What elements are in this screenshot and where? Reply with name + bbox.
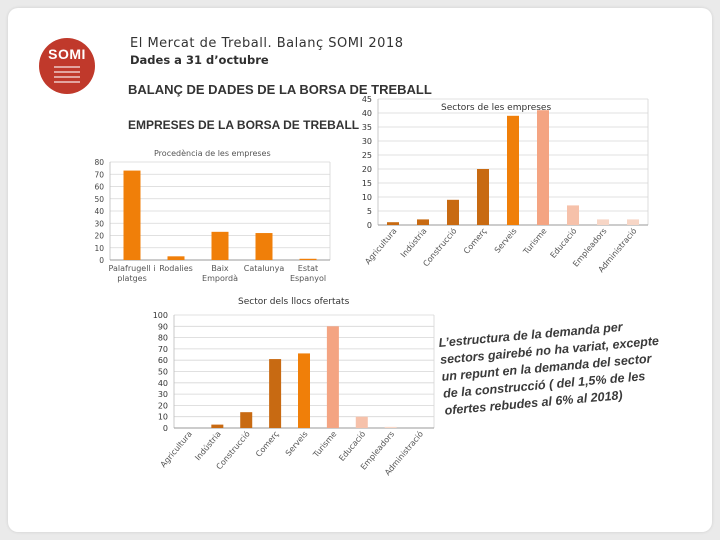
y-tick-label: 0 bbox=[163, 424, 168, 433]
chart-title: Sector dels llocs ofertats bbox=[238, 297, 350, 307]
bar bbox=[537, 110, 549, 225]
bar bbox=[384, 426, 397, 428]
bar bbox=[567, 205, 579, 225]
y-tick-label: 50 bbox=[94, 195, 104, 204]
y-tick-label: 90 bbox=[158, 322, 168, 331]
y-tick-label: 30 bbox=[362, 137, 372, 146]
bar bbox=[355, 416, 368, 428]
x-tick-label: Serveis bbox=[284, 430, 310, 458]
y-tick-label: 40 bbox=[158, 379, 168, 388]
x-tick-label: Turisme bbox=[311, 429, 339, 459]
x-tick-label: Educació bbox=[548, 226, 579, 260]
bar bbox=[507, 115, 519, 225]
y-tick-label: 60 bbox=[158, 356, 168, 365]
x-tick-label: Agricultura bbox=[363, 226, 398, 266]
chart-companies_sector: Sectors de les empreses 0 5 10 15 20 25 30 35 40 4… bbox=[362, 95, 649, 274]
logo-line bbox=[54, 76, 80, 78]
bar bbox=[627, 219, 639, 225]
slide-title: El Mercat de Treball. Balanç SOMI 2018 bbox=[130, 36, 404, 51]
bar bbox=[123, 170, 141, 260]
x-tick-label: Estat Espanyol bbox=[290, 264, 326, 283]
x-tick-label: Comerç bbox=[254, 430, 281, 459]
y-tick-label: 40 bbox=[94, 207, 104, 216]
bar bbox=[387, 222, 399, 225]
y-tick-label: 0 bbox=[99, 256, 104, 265]
bar bbox=[211, 424, 224, 428]
x-tick-label: Baix Empordà bbox=[202, 264, 238, 283]
slide-subtitle: Dades a 31 d’octubre bbox=[130, 53, 269, 67]
y-tick-label: 70 bbox=[94, 170, 104, 179]
y-tick-label: 0 bbox=[367, 221, 372, 230]
y-tick-label: 45 bbox=[362, 95, 372, 104]
bar bbox=[167, 256, 185, 260]
y-tick-label: 30 bbox=[94, 219, 104, 228]
bar bbox=[447, 199, 459, 225]
bar bbox=[326, 326, 339, 428]
x-tick-label: Educació bbox=[336, 429, 367, 463]
x-tick-label: Catalunya bbox=[244, 264, 285, 273]
logo-line bbox=[54, 81, 80, 83]
y-tick-label: 100 bbox=[153, 311, 168, 320]
y-tick-label: 5 bbox=[367, 207, 372, 216]
y-tick-label: 20 bbox=[362, 165, 372, 174]
bar bbox=[597, 219, 609, 225]
x-tick-label: Serveis bbox=[493, 227, 519, 255]
companies-heading: EMPRESES DE LA BORSA DE TREBALL bbox=[128, 118, 360, 132]
bar bbox=[211, 231, 229, 260]
chart-origin: Procedència de les empreses 0 10 20 30 40 50 60… bbox=[94, 148, 331, 283]
chart-offers_sector: Sector dels llocs ofertats 0 10 20 30 40 50 60 7… bbox=[153, 297, 435, 477]
chart-title: Sectors de les empreses bbox=[441, 103, 551, 113]
content-panel bbox=[8, 8, 712, 532]
logo-line bbox=[54, 71, 80, 73]
y-tick-label: 25 bbox=[362, 151, 372, 160]
x-tick-label: Turisme bbox=[521, 226, 549, 256]
y-tick-label: 10 bbox=[94, 244, 104, 253]
y-tick-label: 10 bbox=[362, 193, 372, 202]
x-tick-label: Palafrugell i platges bbox=[109, 264, 156, 283]
section-heading: BALANÇ DE DADES DE LA BORSA DE TREBALL bbox=[128, 82, 432, 97]
y-tick-label: 80 bbox=[94, 158, 104, 167]
bar bbox=[299, 258, 317, 260]
bar bbox=[417, 219, 429, 225]
y-tick-label: 30 bbox=[158, 390, 168, 399]
x-tick-label: Agricultura bbox=[159, 429, 194, 469]
y-tick-label: 80 bbox=[158, 334, 168, 343]
bar bbox=[269, 359, 282, 428]
somi-logo: SOMI bbox=[39, 38, 95, 94]
y-tick-label: 20 bbox=[158, 401, 168, 410]
bar bbox=[255, 233, 273, 260]
y-tick-label: 15 bbox=[362, 179, 372, 188]
y-tick-label: 10 bbox=[158, 413, 168, 422]
y-tick-label: 20 bbox=[94, 232, 104, 241]
x-tick-label: Indústria bbox=[399, 226, 429, 259]
x-tick-label: Comerç bbox=[462, 227, 489, 256]
x-tick-label: Rodalies bbox=[159, 264, 193, 273]
y-tick-label: 35 bbox=[362, 123, 372, 132]
bar bbox=[298, 353, 310, 428]
bar bbox=[477, 169, 489, 225]
chart-title: Procedència de les empreses bbox=[154, 148, 271, 158]
y-tick-label: 70 bbox=[158, 345, 168, 354]
y-tick-label: 60 bbox=[94, 183, 104, 192]
bar bbox=[240, 412, 253, 428]
logo-line bbox=[54, 66, 80, 68]
y-tick-label: 40 bbox=[362, 109, 372, 118]
logo-text: SOMI bbox=[48, 46, 86, 62]
y-tick-label: 50 bbox=[158, 368, 168, 377]
x-tick-label: Indústria bbox=[193, 429, 223, 462]
